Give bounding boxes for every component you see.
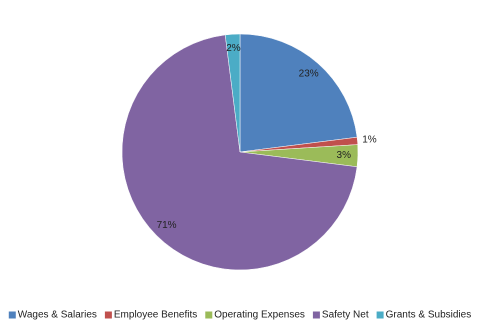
legend-label: Employee Benefits xyxy=(114,310,197,321)
legend: Wages & Salaries Employee Benefits Operati… xyxy=(8,310,472,321)
legend-swatch xyxy=(376,311,384,319)
slice-label: 2% xyxy=(226,43,241,54)
pie-slice xyxy=(121,34,358,271)
pie-slice xyxy=(239,33,358,153)
slice-label: 1% xyxy=(362,134,377,145)
slice-label: 71% xyxy=(157,220,177,231)
legend-label: Wages & Salaries xyxy=(18,310,97,321)
legend-label: Safety Net xyxy=(322,310,369,321)
slice-label: 3% xyxy=(337,150,352,161)
legend-swatch xyxy=(312,311,320,319)
slice-label: 23% xyxy=(299,69,319,80)
legend-label: Grants & Subsidies xyxy=(386,310,472,321)
legend-swatch xyxy=(104,311,112,319)
legend-label: Operating Expenses xyxy=(214,310,305,321)
legend-swatch xyxy=(205,311,213,319)
pie-slice xyxy=(224,33,241,153)
legend-swatch xyxy=(8,311,16,319)
